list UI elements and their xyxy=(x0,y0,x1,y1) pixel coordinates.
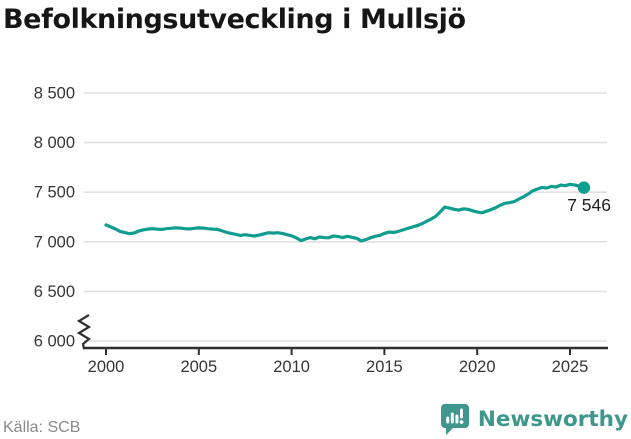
exclamation-bar xyxy=(459,408,463,419)
y-tick-label-8000: 8 000 xyxy=(34,134,75,152)
source-label: Källa: SCB xyxy=(3,419,81,436)
gridlines xyxy=(84,92,607,342)
y-tick-label-7500: 7 500 xyxy=(34,184,75,202)
newsworthy-bubble-icon xyxy=(440,404,469,435)
newsworthy-wordmark: Newsworthy xyxy=(477,407,628,432)
newsworthy-logo[interactable]: Newsworthy xyxy=(440,403,628,436)
x-tick-label-2005: 2005 xyxy=(180,358,217,376)
speech-bubble-shape xyxy=(440,404,469,435)
y-axis-labels: 8 500 8 000 7 500 7 000 6 500 6 000 xyxy=(34,85,75,351)
y-tick-label-7000: 7 000 xyxy=(34,233,75,251)
latest-value-label: 7 546 xyxy=(567,195,611,215)
x-tick-label-2015: 2015 xyxy=(366,358,403,376)
latest-value-dot xyxy=(577,181,591,194)
x-axis-ticks xyxy=(105,349,571,355)
bar-chart-glyph xyxy=(446,408,464,424)
axis-break-icon xyxy=(76,314,92,350)
x-tick-label-2010: 2010 xyxy=(273,358,310,376)
x-tick-label-2020: 2020 xyxy=(459,358,496,376)
y-tick-label-6000: 6 000 xyxy=(34,333,75,351)
y-tick-label-8500: 8 500 xyxy=(34,85,75,103)
x-tick-label-2000: 2000 xyxy=(88,358,125,376)
x-axis-labels: 2000 2005 2010 2015 2020 2025 xyxy=(88,358,589,376)
population-line xyxy=(104,182,586,243)
x-tick-label-2025: 2025 xyxy=(552,358,589,376)
y-tick-label-6500: 6 500 xyxy=(34,283,75,301)
exclamation-dot xyxy=(459,420,464,424)
chart-title: Befolkningsutveckling i Mullsjö xyxy=(3,4,466,35)
